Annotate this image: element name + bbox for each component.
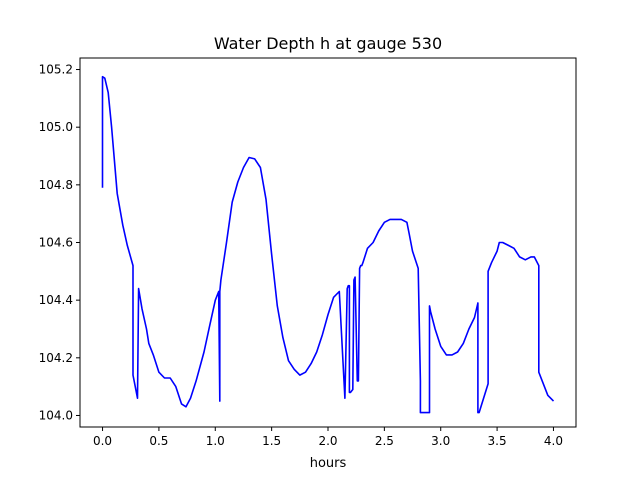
y-tick-label: 105.2 [39, 63, 73, 77]
series-line [101, 75, 555, 414]
y-tick-label: 104.6 [39, 236, 73, 250]
x-tick-label: 0.5 [149, 434, 168, 448]
x-tick-label: 1.0 [206, 434, 225, 448]
y-tick-label: 104.4 [39, 293, 73, 307]
x-tick-label: 1.5 [262, 434, 281, 448]
x-tick-label: 2.5 [375, 434, 394, 448]
x-axis: 0.0 0.5 1.0 1.5 2.0 2.5 3.0 3.5 4.0 [93, 427, 563, 448]
x-tick-label: 0.0 [93, 434, 112, 448]
y-tick-label: 105.0 [39, 120, 73, 134]
y-tick-label: 104.2 [39, 351, 73, 365]
y-tick-label: 104.0 [39, 408, 73, 422]
x-axis-label: hours [310, 456, 347, 471]
y-axis: 104.0 104.2 104.4 104.6 104.8 105.0 105.2 [39, 63, 80, 422]
y-tick-label: 104.8 [39, 178, 73, 192]
x-tick-label: 3.0 [431, 434, 450, 448]
plot-area [101, 75, 555, 414]
chart-title: Water Depth h at gauge 530 [214, 34, 442, 53]
x-tick-label: 2.0 [318, 434, 337, 448]
x-tick-label: 3.5 [488, 434, 507, 448]
x-tick-label: 4.0 [544, 434, 563, 448]
